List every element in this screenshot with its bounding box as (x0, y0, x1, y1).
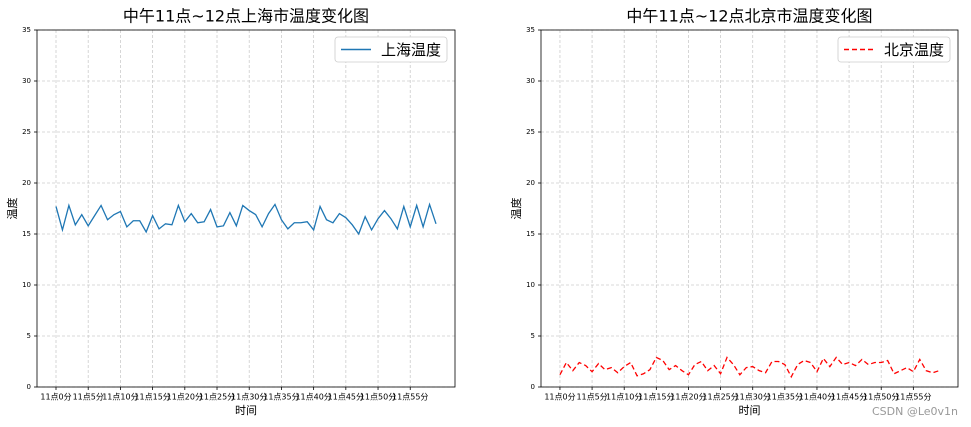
x-tick-label: 11点35分 (263, 393, 299, 402)
x-tick-label: 11点55分 (392, 393, 428, 402)
y-tick-label: 20 (22, 179, 31, 187)
y-tick-label: 20 (526, 179, 535, 187)
x-tick-label: 11点10分 (606, 393, 642, 402)
x-tick-label: 11点40分 (295, 393, 331, 402)
y-tick-label: 10 (22, 281, 31, 289)
y-tick-label: 30 (22, 77, 31, 85)
x-tick-label: 11点40分 (799, 393, 835, 402)
chart-title: 中午11点~12点上海市温度变化图 (123, 7, 369, 26)
y-axis-label: 温度 (5, 198, 19, 220)
data-line (559, 356, 940, 379)
y-tick-label: 15 (526, 230, 535, 238)
x-tick-label: 11点45分 (831, 393, 867, 402)
legend-label: 上海温度 (381, 41, 441, 59)
y-tick-label: 35 (526, 26, 535, 34)
x-tick-label: 11点55分 (895, 393, 931, 402)
y-tick-label: 15 (22, 230, 31, 238)
x-tick-label: 11点50分 (360, 393, 396, 402)
y-tick-label: 5 (27, 332, 31, 340)
x-tick-label: 11点50分 (863, 393, 899, 402)
x-tick-label: 11点15分 (134, 393, 170, 402)
data-line (55, 202, 437, 236)
legend-box (837, 36, 951, 63)
legend-label: 北京温度 (884, 41, 944, 59)
chart-title: 中午11点~12点北京市温度变化图 (626, 7, 872, 26)
plot-frame (540, 29, 959, 388)
x-tick-label: 11点5分 (576, 393, 607, 402)
y-tick-label: 5 (531, 332, 535, 340)
y-tick-label: 30 (526, 77, 535, 85)
legend-box (334, 36, 448, 63)
x-tick-label: 11点0分 (544, 393, 575, 402)
x-tick-label: 11点5分 (73, 393, 104, 402)
plot-frame (36, 29, 456, 388)
y-tick-label: 0 (531, 383, 535, 391)
x-tick-label: 11点30分 (231, 393, 267, 402)
x-tick-label: 11点35分 (767, 393, 803, 402)
x-tick-label: 11点15分 (638, 393, 674, 402)
x-tick-label: 11点30分 (735, 393, 771, 402)
x-axis-label: 时间 (235, 404, 257, 417)
x-tick-label: 11点25分 (702, 393, 738, 402)
x-tick-label: 11点20分 (670, 393, 706, 402)
x-tick-label: 11点20分 (167, 393, 203, 402)
x-axis-label: 时间 (739, 404, 761, 417)
x-tick-label: 11点45分 (328, 393, 364, 402)
x-tick-label: 11点0分 (40, 393, 71, 402)
y-tick-label: 0 (27, 383, 31, 391)
x-tick-label: 11点25分 (199, 393, 235, 402)
y-axis-label: 温度 (509, 198, 523, 220)
y-tick-label: 25 (526, 128, 535, 136)
x-tick-label: 11点10分 (102, 393, 138, 402)
watermark: CSDN @Le0v1n (872, 405, 958, 418)
y-tick-label: 25 (22, 128, 31, 136)
y-tick-label: 35 (22, 26, 31, 34)
y-tick-label: 10 (526, 281, 535, 289)
